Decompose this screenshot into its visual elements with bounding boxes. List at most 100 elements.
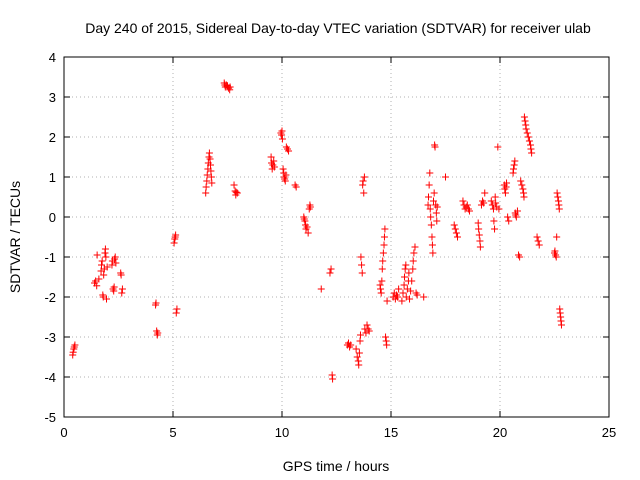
y-tick-label: -2 xyxy=(44,290,56,305)
data-point xyxy=(381,225,389,233)
data-point xyxy=(552,253,560,261)
axis-ticks: 0 5 10 15 20 25 -5 -4 -3 -2 -1 0 1 2 3 4 xyxy=(44,50,616,440)
gridlines xyxy=(64,57,609,417)
data-point xyxy=(428,241,436,249)
y-tick-label: -1 xyxy=(44,250,56,265)
data-point xyxy=(534,237,542,245)
data-point xyxy=(400,281,408,289)
data-points xyxy=(69,79,565,383)
data-point xyxy=(553,233,561,241)
data-point xyxy=(152,299,160,307)
data-point xyxy=(101,245,109,253)
data-point xyxy=(511,157,519,165)
data-point xyxy=(430,197,438,205)
data-point xyxy=(426,205,434,213)
data-point xyxy=(491,225,499,233)
data-point xyxy=(410,249,418,257)
data-point xyxy=(154,329,162,337)
data-point xyxy=(432,209,440,217)
data-point xyxy=(428,233,436,241)
data-point xyxy=(355,361,363,369)
data-point xyxy=(431,143,439,151)
data-point xyxy=(380,233,388,241)
data-point xyxy=(360,173,368,181)
data-point xyxy=(173,305,181,313)
y-tick-label: -5 xyxy=(44,410,56,425)
data-point xyxy=(394,293,402,301)
data-point xyxy=(230,181,238,189)
data-point xyxy=(521,117,529,125)
data-point xyxy=(207,173,215,181)
data-point xyxy=(358,269,366,277)
data-point xyxy=(301,217,309,225)
data-point xyxy=(205,149,213,157)
x-axis-label: GPS time / hours xyxy=(283,458,390,474)
data-point xyxy=(102,253,110,261)
data-point xyxy=(399,289,407,297)
data-point xyxy=(459,197,467,205)
data-point xyxy=(503,179,511,187)
data-point xyxy=(492,199,500,207)
data-point xyxy=(513,207,521,215)
data-point xyxy=(352,345,360,353)
data-point xyxy=(519,185,527,193)
data-point xyxy=(495,205,503,213)
data-point xyxy=(505,217,513,225)
data-point xyxy=(525,137,533,145)
data-point xyxy=(317,285,325,293)
data-point xyxy=(380,241,388,249)
x-tick-label: 0 xyxy=(60,425,67,440)
data-point xyxy=(411,243,419,251)
y-tick-label: 1 xyxy=(49,170,56,185)
data-point xyxy=(382,333,390,341)
data-point xyxy=(453,233,461,241)
y-tick-label: 0 xyxy=(49,210,56,225)
x-tick-label: 10 xyxy=(275,425,289,440)
data-point xyxy=(517,177,525,185)
y-tick-label: -3 xyxy=(44,330,56,345)
data-point xyxy=(278,135,286,143)
data-point xyxy=(510,161,518,169)
data-point xyxy=(487,197,495,205)
data-point xyxy=(524,133,532,141)
data-point xyxy=(356,331,364,339)
data-point xyxy=(409,257,417,265)
data-point xyxy=(401,273,409,281)
data-point xyxy=(463,201,471,209)
data-point xyxy=(527,145,535,153)
data-point xyxy=(378,277,386,285)
data-point xyxy=(522,125,530,133)
data-point xyxy=(233,189,241,197)
data-point xyxy=(202,189,210,197)
data-point xyxy=(425,181,433,189)
y-axis-label: SDTVAR / TECUs xyxy=(7,181,23,293)
data-point xyxy=(516,253,524,261)
x-tick-label: 5 xyxy=(169,425,176,440)
data-point xyxy=(401,265,409,273)
x-tick-label: 25 xyxy=(602,425,616,440)
data-point xyxy=(93,282,101,290)
data-point xyxy=(504,213,512,221)
data-point xyxy=(203,177,211,185)
y-tick-label: 3 xyxy=(49,90,56,105)
data-point xyxy=(103,295,111,303)
data-point xyxy=(475,231,483,239)
data-point xyxy=(71,341,79,349)
data-point xyxy=(279,165,287,173)
plot-frame xyxy=(63,56,610,418)
data-point xyxy=(452,229,460,237)
data-point xyxy=(100,271,108,279)
data-point xyxy=(329,375,337,383)
data-point xyxy=(395,285,403,293)
data-point xyxy=(117,271,125,279)
data-point xyxy=(355,349,363,357)
data-point xyxy=(427,213,435,221)
data-point xyxy=(450,221,458,229)
data-point xyxy=(383,341,391,349)
data-point xyxy=(491,193,499,201)
data-point xyxy=(97,261,105,269)
data-point xyxy=(225,84,233,92)
data-point xyxy=(424,193,432,201)
data-point xyxy=(202,183,210,191)
data-point xyxy=(327,265,335,273)
